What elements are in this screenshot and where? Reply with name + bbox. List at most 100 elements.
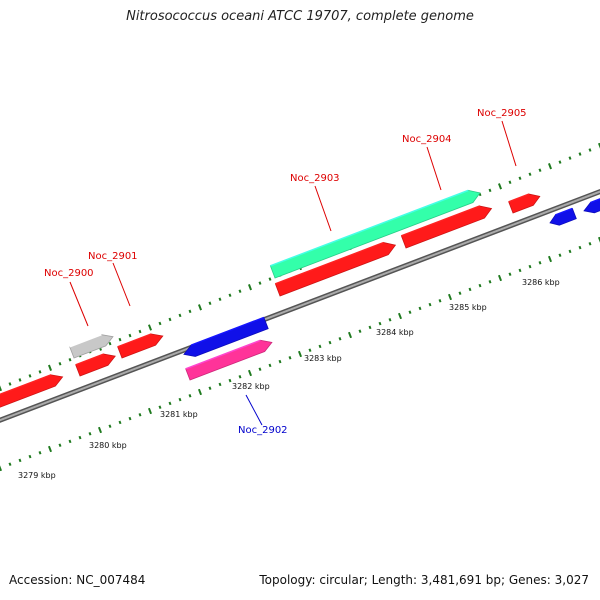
tick-mark (68, 358, 72, 362)
cds-feature-arrow[interactable] (75, 353, 116, 377)
tick-mark (568, 249, 572, 254)
tick-mark (0, 465, 3, 472)
kbp-label: 3285 kbp (449, 303, 487, 312)
tick-mark (58, 362, 62, 366)
tick-mark (338, 337, 342, 341)
rna-feature-arrow[interactable] (185, 339, 273, 381)
tick-mark (468, 287, 472, 292)
tick-mark (528, 172, 532, 176)
tick-mark (218, 297, 222, 302)
kbp-label: 3280 kbp (89, 441, 127, 450)
tick-mark (197, 388, 203, 396)
tick-mark (247, 369, 253, 377)
label-leader-line (69, 281, 89, 327)
gene-label[interactable]: Noc_2902 (238, 425, 288, 436)
tick-mark (8, 382, 12, 386)
tick-mark (258, 281, 262, 285)
tick-mark (58, 443, 62, 447)
cds-feature-arrow[interactable] (274, 242, 397, 297)
tick-mark (28, 374, 32, 378)
tick-mark (347, 331, 353, 339)
tick-mark (528, 264, 532, 269)
tick-mark (518, 268, 522, 273)
tick-mark (508, 180, 512, 185)
tick-mark (147, 324, 153, 331)
kbp-label: 3281 kbp (160, 410, 198, 419)
tick-mark (97, 426, 103, 434)
feature-highlight (401, 205, 481, 237)
cds-feature-arrow[interactable] (549, 207, 577, 226)
feature-highlight (190, 316, 265, 346)
tick-mark (8, 462, 12, 466)
genome-backbone-highlight (0, 190, 600, 422)
feature-highlight (117, 333, 152, 348)
tick-mark (108, 424, 112, 428)
gene-label[interactable]: Noc_2905 (477, 108, 527, 119)
tick-mark (18, 378, 22, 382)
tick-mark (568, 156, 572, 160)
gene-label[interactable]: Noc_2903 (290, 173, 340, 184)
tick-mark (408, 310, 412, 314)
cds-feature-arrow[interactable] (400, 205, 493, 249)
tick-mark (47, 445, 53, 453)
tick-mark (378, 321, 382, 326)
gene-label[interactable]: Noc_2901 (88, 251, 138, 262)
tick-mark (238, 375, 242, 379)
tick-mark (38, 451, 42, 455)
tick-mark (488, 280, 492, 284)
cds-feature-arrow[interactable] (183, 316, 269, 357)
feature-highlight (555, 207, 573, 216)
tick-mark (497, 274, 503, 282)
tick-mark (308, 348, 312, 352)
cds-feature-arrow[interactable] (117, 333, 164, 359)
tick-mark (168, 317, 172, 322)
tick-mark (518, 176, 522, 181)
misc-feature-arrow[interactable] (269, 189, 481, 279)
label-leader-line (314, 185, 332, 232)
tick-mark (218, 382, 222, 387)
tick-mark (388, 318, 392, 322)
kbp-label: 3283 kbp (304, 354, 342, 363)
feature-highlight (69, 333, 102, 348)
tick-mark (188, 394, 192, 398)
tick-mark (597, 142, 600, 149)
tick-mark (558, 253, 562, 257)
gene-label[interactable]: Noc_2900 (44, 268, 94, 279)
label-leaders (69, 120, 517, 426)
tick-mark (418, 306, 422, 311)
cds-feature-arrow[interactable] (583, 195, 600, 214)
tick-mark (168, 401, 172, 406)
tick-mark (578, 245, 582, 250)
tick-mark (228, 293, 232, 297)
tick-mark (47, 364, 53, 371)
tick-mark (78, 435, 82, 440)
genome-backbone (0, 188, 600, 423)
tick-mark (458, 291, 462, 295)
tick-mark (208, 386, 212, 390)
tick-mark (108, 341, 112, 346)
feature-highlight (75, 353, 105, 366)
tick-mark (128, 333, 132, 338)
tick-mark (178, 397, 182, 402)
tick-mark (247, 284, 253, 291)
tick-mark (238, 289, 242, 293)
tick-mark (488, 188, 492, 193)
genome-summary-text: Topology: circular; Length: 3,481,691 bp… (259, 573, 589, 587)
cds-feature-arrow[interactable] (0, 374, 64, 411)
tick-mark (397, 312, 403, 320)
tick-mark (508, 272, 512, 276)
cds-feature-arrow[interactable] (508, 193, 541, 214)
tick-mark (318, 344, 322, 349)
tick-mark (18, 458, 22, 463)
tick-mark (197, 304, 203, 311)
tick-mark (38, 370, 42, 374)
feature-highlight (275, 241, 384, 285)
tick-mark (588, 242, 592, 246)
tick-mark (288, 356, 292, 360)
pseudo-feature-arrow[interactable] (69, 334, 114, 359)
tick-mark (158, 321, 162, 326)
gene-label[interactable]: Noc_2904 (402, 134, 452, 145)
tick-mark (547, 163, 553, 170)
tick-mark (578, 152, 582, 156)
